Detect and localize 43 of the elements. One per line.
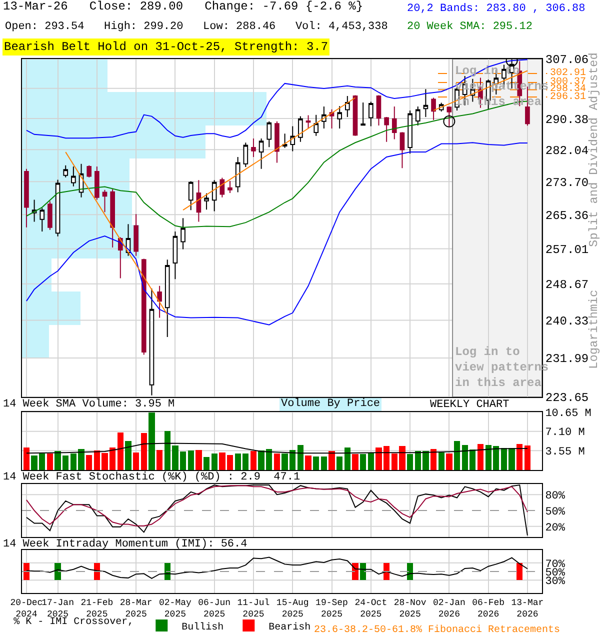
- y-tick-label: 80%: [545, 490, 566, 502]
- chart-title: 14 Week Intraday Momentum (IMI): 56.4: [3, 538, 248, 551]
- x-tick-label: 24-Oct 2025: [354, 598, 388, 620]
- text: 23.6-38.2-50-61.8% Fibonacci Retracements: [314, 624, 560, 636]
- chart-title: 14 Week SMA Volume: 3.95 M: [3, 398, 175, 411]
- y-tick-label: 273.70: [545, 176, 589, 190]
- chart-title: 14 Week Fast Stochastic (%K) (%D) : 2.9 47.1: [3, 472, 300, 484]
- text: Volume By Price: [281, 398, 380, 410]
- y-tick-label: 248.67: [545, 278, 589, 292]
- x-tick-label: 21-Feb 2025: [80, 598, 114, 620]
- y-tick-label: 50%: [545, 506, 566, 518]
- y-tick-label: 10.65 M: [545, 408, 592, 420]
- y-tick-label: 223.65: [545, 391, 589, 406]
- legend-label: Bearish: [268, 621, 311, 634]
- y-tick-label: 282.04: [545, 144, 589, 158]
- text: 20,2 Bands: 283.80 , 306.88: [407, 3, 586, 15]
- chart-subtitle: Open: 293.54 High: 299.20 Low: 288.46 Vol: 4,453,338: [5, 21, 388, 33]
- x-tick-label: 11-Jul 2025: [237, 598, 270, 620]
- x-tick-label: 28-Nov 2025: [394, 598, 427, 620]
- x-tick-label: 06-Jun 2025: [198, 598, 231, 620]
- text: WEEKLY CHART: [430, 399, 510, 411]
- y-tick-label: 290.38: [545, 112, 589, 127]
- text: 20 Week SMA: 295.12: [407, 21, 532, 33]
- y-tick-label: 7.10 M: [545, 427, 585, 440]
- text: Logarithmic: [587, 290, 600, 369]
- chart-title: 13-Mar-26 Close: 289.00 Change: -7.69 {-2.6 %}: [3, 0, 364, 14]
- x-tick-label: 15-Aug 2025: [276, 598, 309, 620]
- y-tick-label: 20%: [545, 522, 566, 534]
- y-tick-label: 265.36: [545, 208, 589, 223]
- y-tick-label: 257.01: [545, 242, 589, 257]
- x-tick-label: 02-May 2025: [158, 598, 192, 620]
- x-tick-label: 06-Feb 2026: [472, 598, 505, 620]
- legend-title: % K - IMI Crossover,: [14, 617, 134, 628]
- x-tick-label: 28-Mar 2025: [120, 598, 152, 620]
- y-tick-label: 307.06: [545, 53, 589, 68]
- text: Bearish Belt Hold on 31-Oct-25, Strength: 3.7: [4, 40, 328, 54]
- legend-label: Bullish: [182, 621, 224, 634]
- x-tick-label: 19-Sep 2025: [316, 598, 348, 620]
- x-tick-label: 02-Jan 2026: [432, 598, 466, 620]
- y-tick-label: 240.33: [545, 314, 589, 328]
- y-axis-title: Split and Dividend Adjusted: [587, 52, 600, 247]
- y-tick-label: 3.55 M: [545, 446, 585, 459]
- x-tick-label: 13-Mar 2026: [511, 598, 544, 620]
